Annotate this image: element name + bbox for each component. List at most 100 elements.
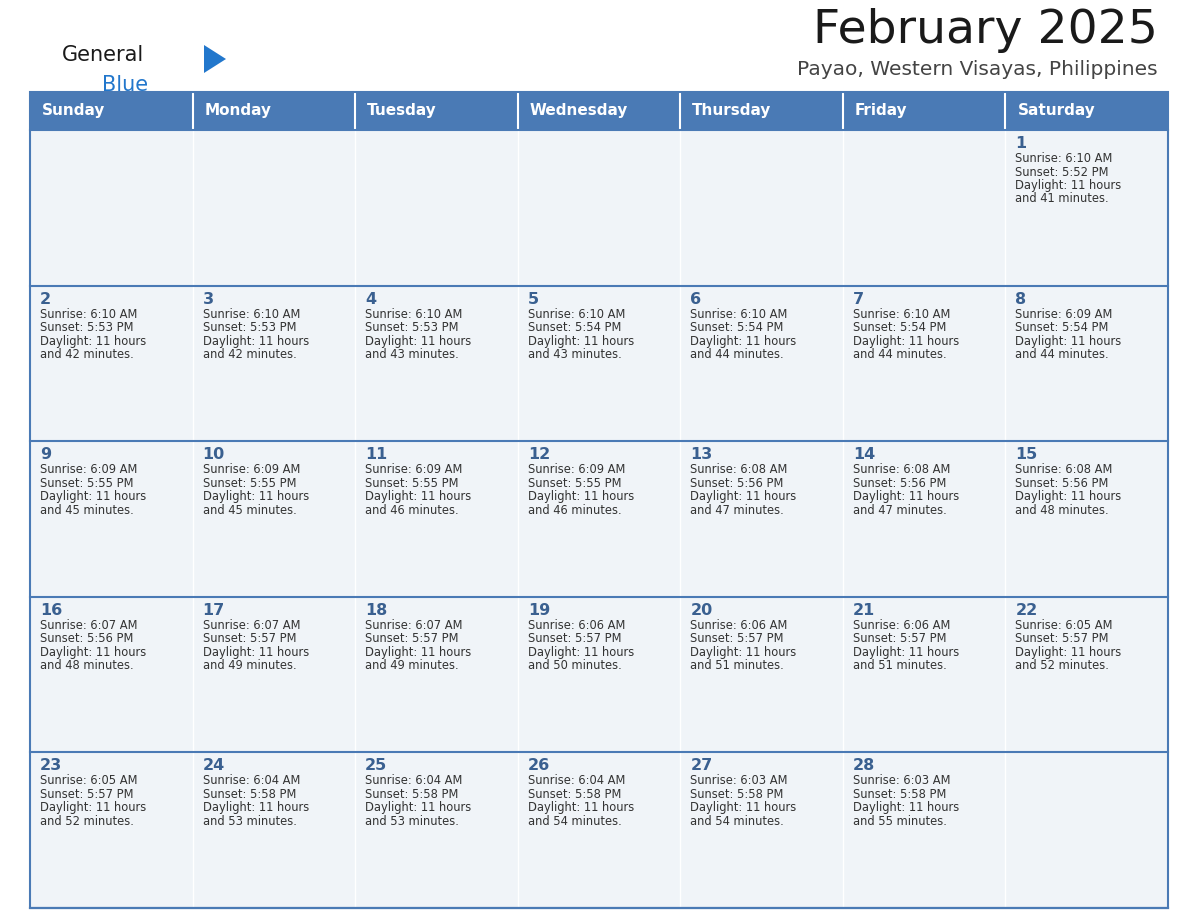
Text: Sunset: 5:57 PM: Sunset: 5:57 PM <box>527 633 621 645</box>
Text: 22: 22 <box>1016 603 1037 618</box>
Bar <box>30 92 1168 908</box>
Text: 3: 3 <box>203 292 214 307</box>
Text: Sunset: 5:54 PM: Sunset: 5:54 PM <box>1016 321 1108 334</box>
Bar <box>30 92 192 130</box>
Text: Daylight: 11 hours: Daylight: 11 hours <box>365 490 472 503</box>
Text: and 49 minutes.: and 49 minutes. <box>203 659 296 672</box>
Text: and 52 minutes.: and 52 minutes. <box>1016 659 1110 672</box>
Text: Sunday: Sunday <box>42 104 106 118</box>
Text: 11: 11 <box>365 447 387 462</box>
Text: 12: 12 <box>527 447 550 462</box>
Text: Sunrise: 6:03 AM: Sunrise: 6:03 AM <box>690 775 788 788</box>
Text: Sunrise: 6:09 AM: Sunrise: 6:09 AM <box>1016 308 1113 320</box>
Text: Daylight: 11 hours: Daylight: 11 hours <box>203 334 309 348</box>
Text: and 46 minutes.: and 46 minutes. <box>527 504 621 517</box>
Text: Daylight: 11 hours: Daylight: 11 hours <box>203 645 309 659</box>
Text: Wednesday: Wednesday <box>530 104 628 118</box>
Text: Sunset: 5:58 PM: Sunset: 5:58 PM <box>203 788 296 800</box>
Text: and 44 minutes.: and 44 minutes. <box>690 348 784 361</box>
Text: Daylight: 11 hours: Daylight: 11 hours <box>527 801 634 814</box>
Text: Sunrise: 6:05 AM: Sunrise: 6:05 AM <box>1016 619 1113 632</box>
Text: Sunset: 5:55 PM: Sunset: 5:55 PM <box>203 476 296 489</box>
Text: General: General <box>62 45 144 65</box>
Text: and 48 minutes.: and 48 minutes. <box>40 659 133 672</box>
Text: Sunset: 5:57 PM: Sunset: 5:57 PM <box>203 633 296 645</box>
Text: Sunset: 5:54 PM: Sunset: 5:54 PM <box>853 321 946 334</box>
Text: and 43 minutes.: and 43 minutes. <box>527 348 621 361</box>
Text: and 53 minutes.: and 53 minutes. <box>365 815 459 828</box>
Text: Sunrise: 6:09 AM: Sunrise: 6:09 AM <box>40 464 138 476</box>
Text: and 42 minutes.: and 42 minutes. <box>203 348 296 361</box>
Text: Sunset: 5:58 PM: Sunset: 5:58 PM <box>365 788 459 800</box>
Text: Daylight: 11 hours: Daylight: 11 hours <box>853 801 959 814</box>
Text: Sunrise: 6:05 AM: Sunrise: 6:05 AM <box>40 775 138 788</box>
Text: Sunrise: 6:10 AM: Sunrise: 6:10 AM <box>203 308 299 320</box>
Text: and 43 minutes.: and 43 minutes. <box>365 348 459 361</box>
Text: 7: 7 <box>853 292 864 307</box>
Text: Sunset: 5:57 PM: Sunset: 5:57 PM <box>40 788 133 800</box>
Text: Sunset: 5:53 PM: Sunset: 5:53 PM <box>365 321 459 334</box>
Text: 1: 1 <box>1016 136 1026 151</box>
Bar <box>192 92 355 908</box>
Text: Payao, Western Visayas, Philippines: Payao, Western Visayas, Philippines <box>797 60 1158 79</box>
Text: and 49 minutes.: and 49 minutes. <box>365 659 459 672</box>
Text: Sunrise: 6:10 AM: Sunrise: 6:10 AM <box>365 308 462 320</box>
Text: Daylight: 11 hours: Daylight: 11 hours <box>40 334 146 348</box>
Text: Sunrise: 6:07 AM: Sunrise: 6:07 AM <box>365 619 462 632</box>
Text: Sunrise: 6:07 AM: Sunrise: 6:07 AM <box>40 619 138 632</box>
Text: and 41 minutes.: and 41 minutes. <box>1016 193 1110 206</box>
Text: Sunrise: 6:09 AM: Sunrise: 6:09 AM <box>365 464 462 476</box>
Text: Sunrise: 6:04 AM: Sunrise: 6:04 AM <box>203 775 299 788</box>
Text: Daylight: 11 hours: Daylight: 11 hours <box>203 490 309 503</box>
Text: Daylight: 11 hours: Daylight: 11 hours <box>527 490 634 503</box>
Text: Sunset: 5:57 PM: Sunset: 5:57 PM <box>365 633 459 645</box>
Text: Sunrise: 6:10 AM: Sunrise: 6:10 AM <box>40 308 138 320</box>
Bar <box>1005 92 1168 130</box>
Text: Friday: Friday <box>855 104 908 118</box>
Text: 28: 28 <box>853 758 876 773</box>
Text: 20: 20 <box>690 603 713 618</box>
Bar <box>355 92 518 130</box>
Text: Daylight: 11 hours: Daylight: 11 hours <box>527 645 634 659</box>
Bar <box>842 92 1005 908</box>
Text: Sunrise: 6:04 AM: Sunrise: 6:04 AM <box>527 775 625 788</box>
Text: Sunset: 5:56 PM: Sunset: 5:56 PM <box>853 476 946 489</box>
Text: Sunset: 5:56 PM: Sunset: 5:56 PM <box>1016 476 1108 489</box>
Text: 9: 9 <box>40 447 51 462</box>
Text: 4: 4 <box>365 292 377 307</box>
Text: 8: 8 <box>1016 292 1026 307</box>
Text: Sunset: 5:54 PM: Sunset: 5:54 PM <box>527 321 621 334</box>
Text: 14: 14 <box>853 447 876 462</box>
Text: Sunrise: 6:10 AM: Sunrise: 6:10 AM <box>853 308 950 320</box>
Text: 16: 16 <box>40 603 62 618</box>
Text: 23: 23 <box>40 758 62 773</box>
Text: Sunrise: 6:10 AM: Sunrise: 6:10 AM <box>1016 152 1113 165</box>
Text: and 42 minutes.: and 42 minutes. <box>40 348 134 361</box>
Text: 21: 21 <box>853 603 876 618</box>
Text: Sunrise: 6:08 AM: Sunrise: 6:08 AM <box>853 464 950 476</box>
Text: Sunrise: 6:09 AM: Sunrise: 6:09 AM <box>203 464 299 476</box>
Text: Sunrise: 6:10 AM: Sunrise: 6:10 AM <box>527 308 625 320</box>
Text: and 47 minutes.: and 47 minutes. <box>853 504 947 517</box>
Text: Daylight: 11 hours: Daylight: 11 hours <box>40 801 146 814</box>
Text: Sunrise: 6:04 AM: Sunrise: 6:04 AM <box>365 775 462 788</box>
Text: and 45 minutes.: and 45 minutes. <box>203 504 296 517</box>
Text: Sunrise: 6:08 AM: Sunrise: 6:08 AM <box>1016 464 1113 476</box>
Text: Daylight: 11 hours: Daylight: 11 hours <box>365 801 472 814</box>
Text: and 54 minutes.: and 54 minutes. <box>690 815 784 828</box>
Text: and 54 minutes.: and 54 minutes. <box>527 815 621 828</box>
Polygon shape <box>204 45 226 73</box>
Text: and 44 minutes.: and 44 minutes. <box>1016 348 1110 361</box>
Text: Daylight: 11 hours: Daylight: 11 hours <box>40 645 146 659</box>
Text: 5: 5 <box>527 292 539 307</box>
Text: and 44 minutes.: and 44 minutes. <box>853 348 947 361</box>
Text: Sunrise: 6:08 AM: Sunrise: 6:08 AM <box>690 464 788 476</box>
Text: Daylight: 11 hours: Daylight: 11 hours <box>527 334 634 348</box>
Text: 25: 25 <box>365 758 387 773</box>
Text: Daylight: 11 hours: Daylight: 11 hours <box>690 801 796 814</box>
Text: 24: 24 <box>203 758 225 773</box>
Text: Sunrise: 6:09 AM: Sunrise: 6:09 AM <box>527 464 625 476</box>
Text: 26: 26 <box>527 758 550 773</box>
Text: Sunset: 5:58 PM: Sunset: 5:58 PM <box>853 788 946 800</box>
Text: Sunset: 5:58 PM: Sunset: 5:58 PM <box>527 788 621 800</box>
